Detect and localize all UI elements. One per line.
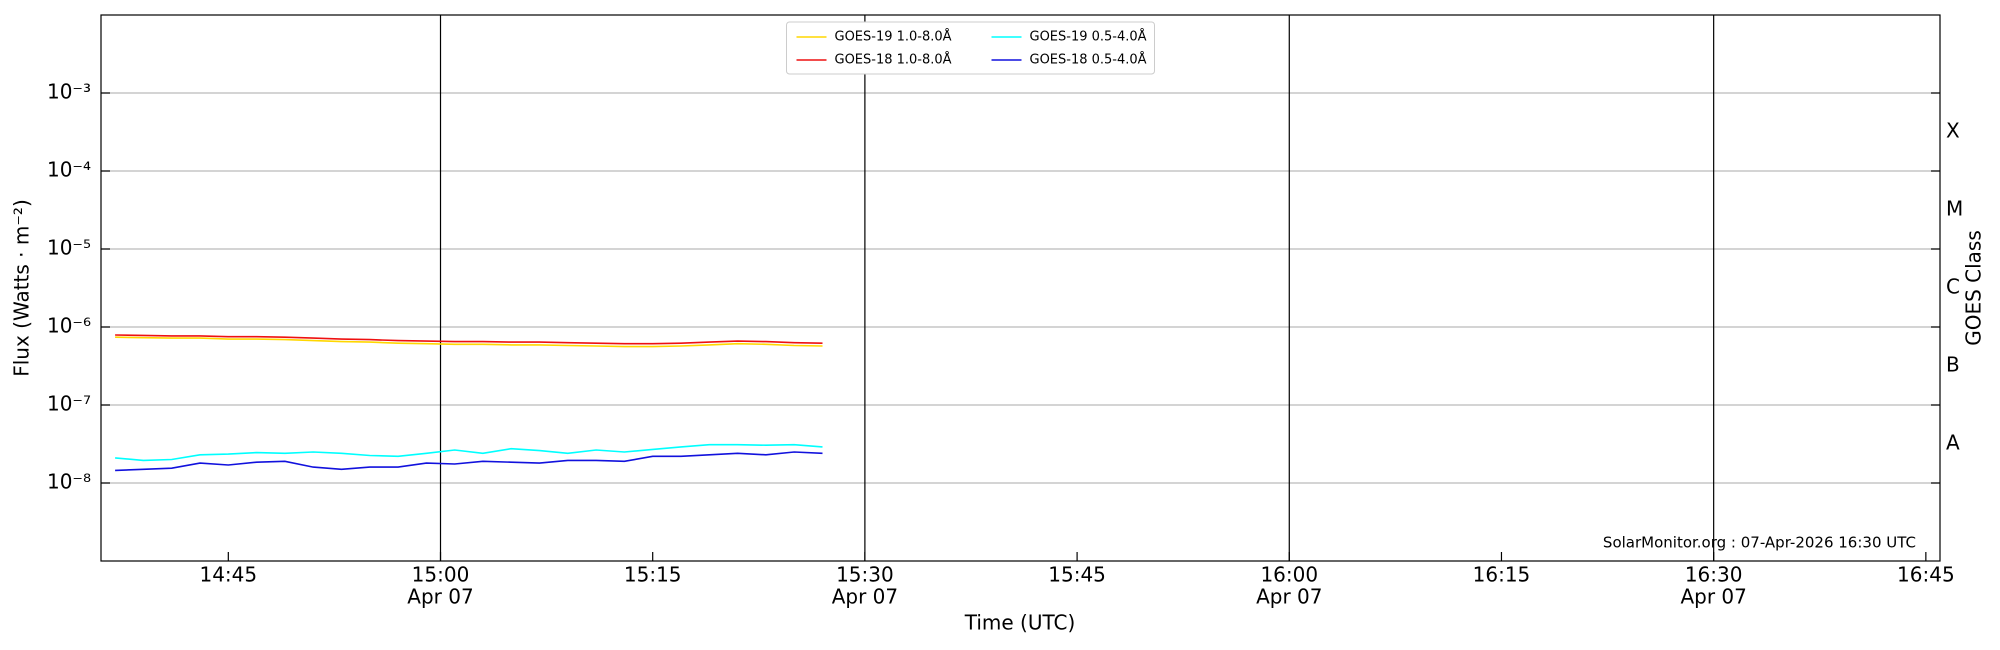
legend: GOES-19 1.0-8.0Å GOES-18 1.0-8.0Å GOES-19 … (786, 21, 1155, 75)
series-line (115, 451, 823, 472)
y-tick-label: 10⁻⁸ (47, 470, 91, 494)
x-tick-label: Apr 07 (1680, 585, 1746, 609)
y-tick-label: 10⁻⁶ (47, 314, 91, 338)
legend-label: GOES-19 1.0-8.0Å (835, 29, 952, 45)
legend-box (786, 21, 1155, 75)
y2-tick-label: M (1946, 197, 1963, 221)
x-tick-label: 16:45 (1897, 563, 1955, 587)
x-tick-label: 14:45 (199, 563, 257, 587)
x-tick-label: Apr 07 (832, 585, 898, 609)
x-axis-label: Time (UTC) (964, 611, 1076, 635)
x-tick-label: 15:30 (836, 563, 894, 587)
series-line (115, 336, 823, 348)
x-tick-label: 16:00 (1260, 563, 1318, 587)
plot-frame (100, 14, 1941, 562)
y-tick-label: 10⁻³ (47, 80, 91, 104)
legend-label: GOES-19 0.5-4.0Å (1030, 29, 1147, 45)
y2-tick-label: B (1946, 353, 1960, 377)
x-tick-label: Apr 07 (407, 585, 473, 609)
series-line (115, 334, 823, 345)
legend-label: GOES-18 1.0-8.0Å (835, 52, 952, 68)
legend-label: GOES-18 0.5-4.0Å (1030, 52, 1147, 68)
x-tick-label: 15:45 (1048, 563, 1106, 587)
y2-axis-label: GOES Class (1962, 230, 1986, 346)
x-tick-label: 16:15 (1473, 563, 1531, 587)
y-tick-label: 10⁻⁵ (47, 236, 91, 260)
y-tick-label: 10⁻⁷ (47, 392, 91, 416)
series-line (115, 443, 823, 462)
x-tick-label: 16:30 (1685, 563, 1743, 587)
annotation: SolarMonitor.org : 07-Apr-2026 16:30 UTC (1603, 534, 1916, 552)
y2-tick-label: C (1946, 275, 1960, 299)
y-tick-label: 10⁻⁴ (47, 158, 91, 182)
y2-tick-label: A (1946, 431, 1960, 455)
y-axis-label: Flux (Watts · m⁻²) (10, 199, 34, 377)
y2-tick-label: X (1946, 119, 1960, 143)
x-tick-label: 15:00 (412, 563, 470, 587)
x-tick-label: 15:15 (624, 563, 682, 587)
x-tick-label: Apr 07 (1256, 585, 1322, 609)
